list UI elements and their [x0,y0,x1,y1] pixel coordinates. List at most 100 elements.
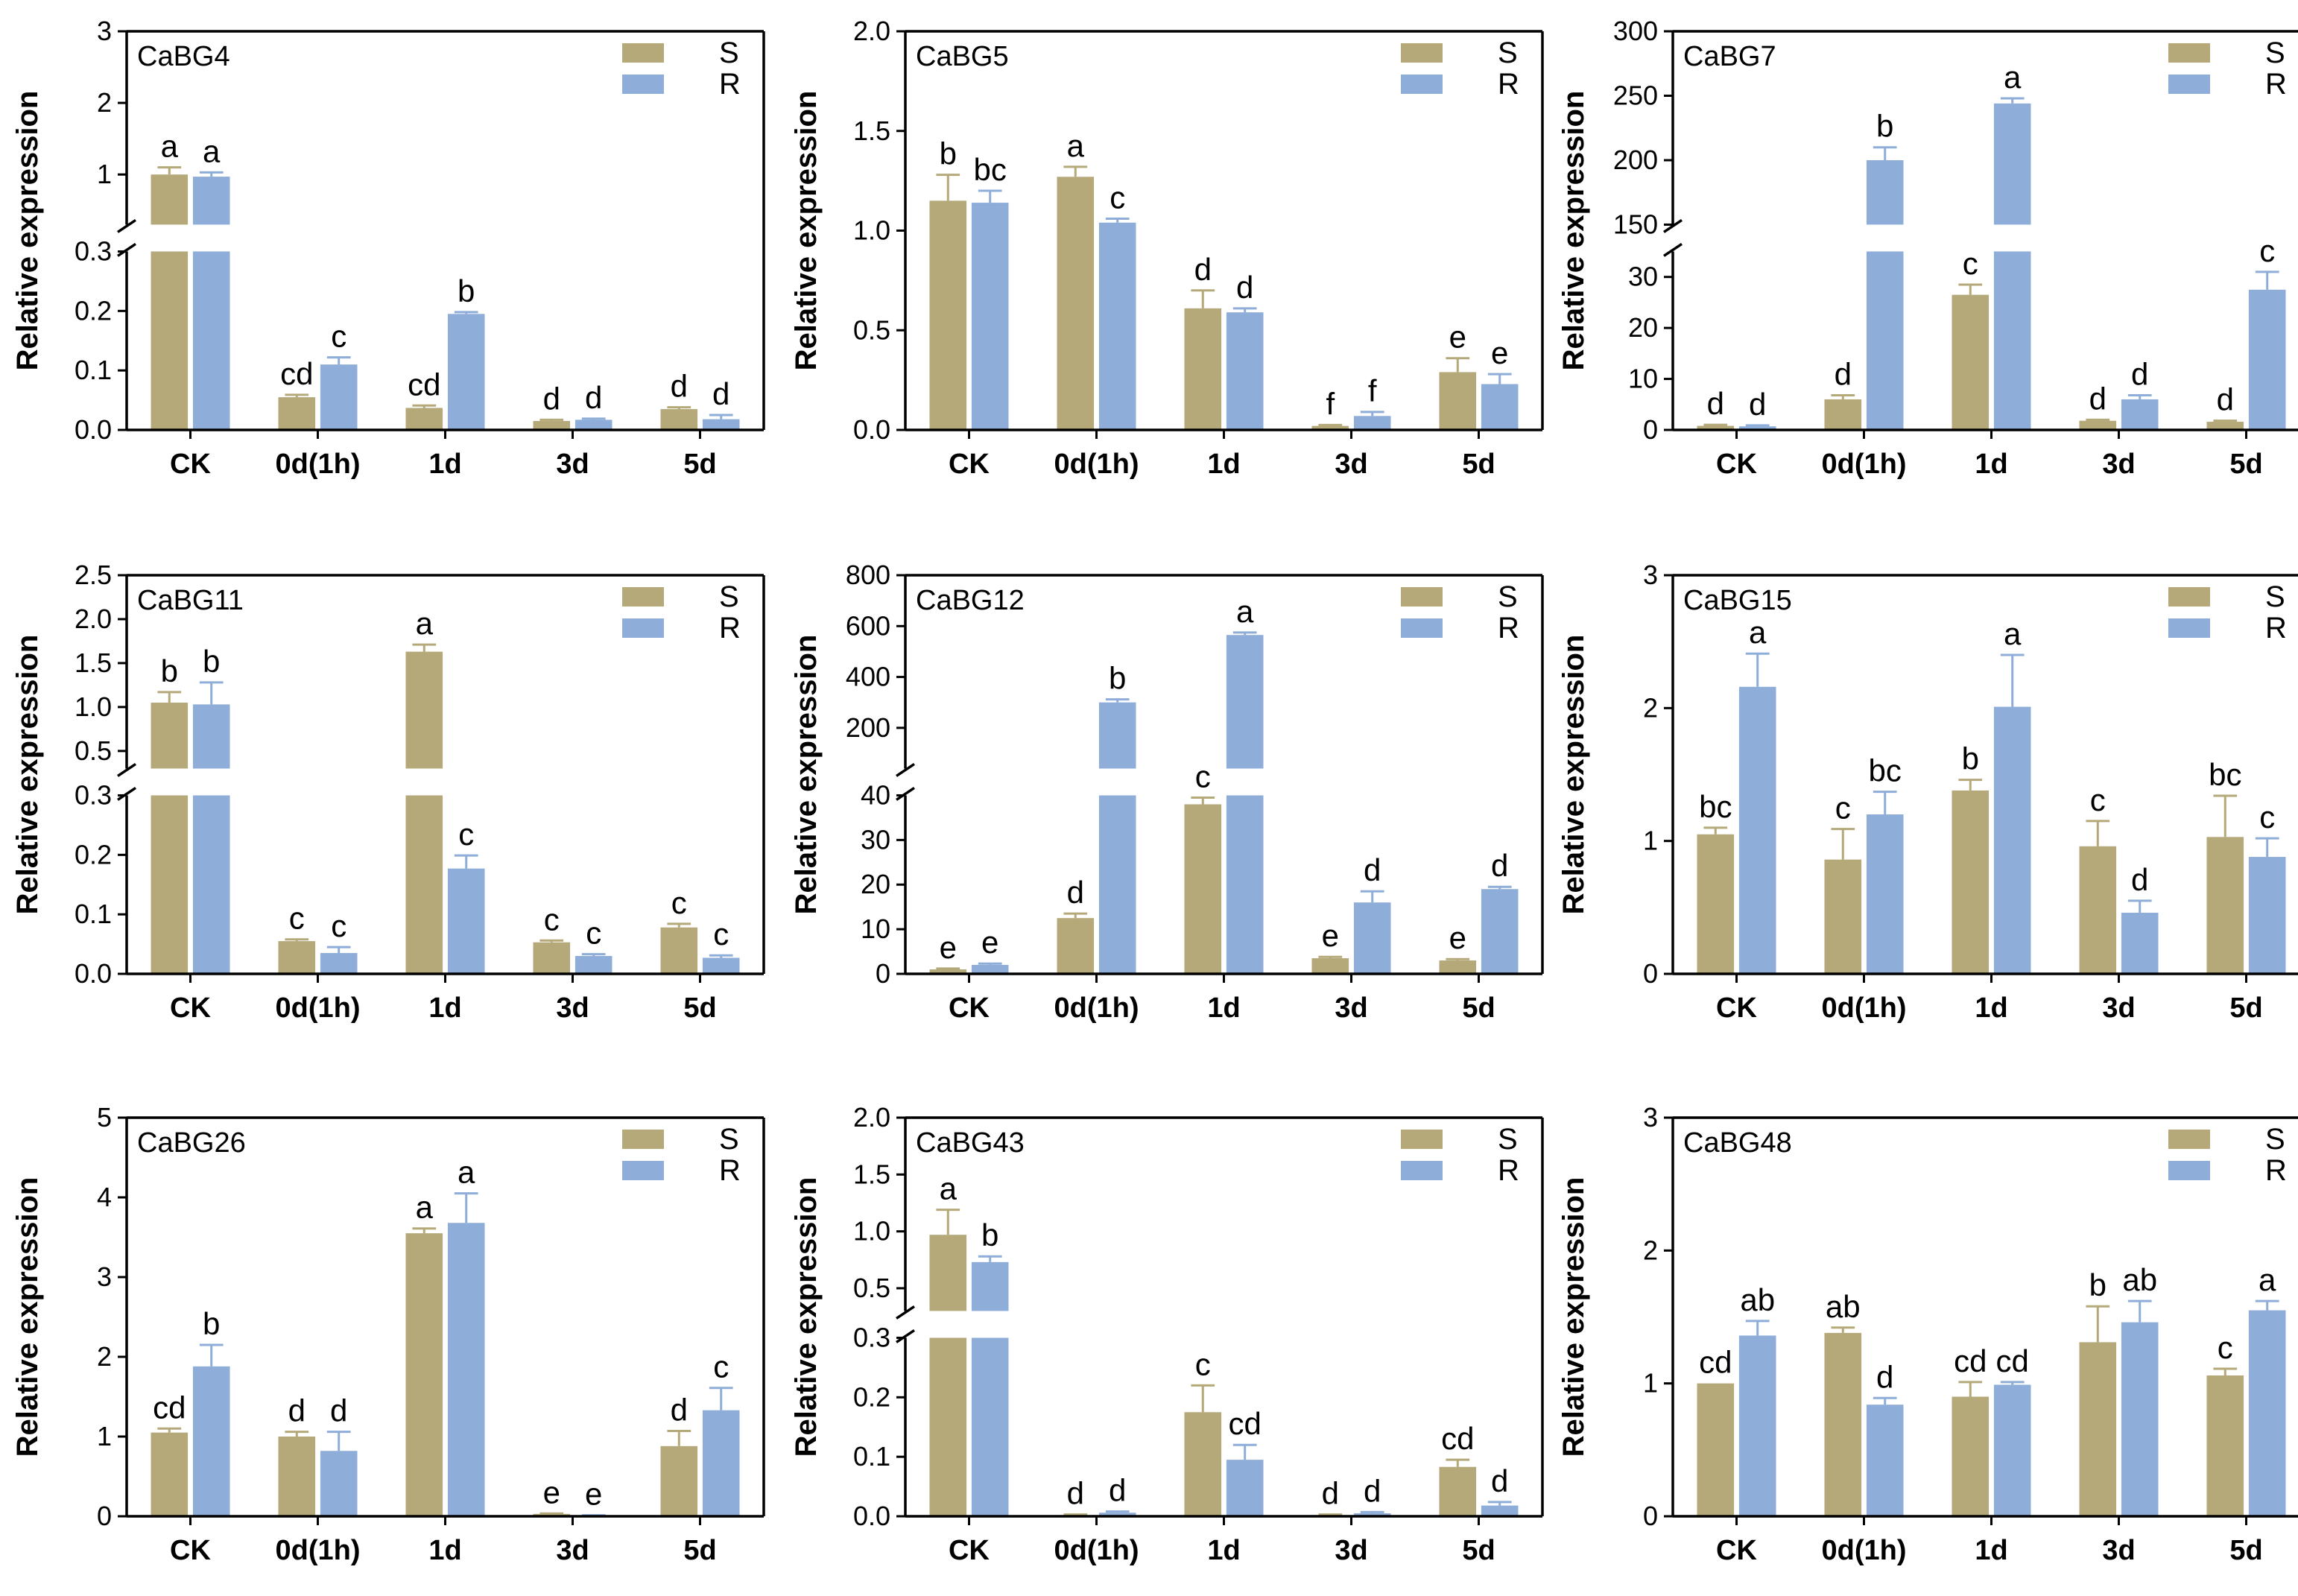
sig-label-s-1: a [1067,128,1085,163]
y-axis-label: Relative expression [790,1177,823,1457]
sig-label-r-4: c [2259,233,2275,268]
bar-r-3 [2121,912,2159,974]
sig-label-r-2: b [458,273,475,308]
bar-s-4 [1439,960,1477,974]
legend-label-r: R [2265,1154,2287,1187]
chart-title: CaBG12 [916,585,1025,616]
sig-label-s-3: c [544,902,560,937]
bar-s-2 [405,651,443,769]
sig-label-r-3: ab [2122,1262,2157,1297]
sig-label-r-2: a [458,1155,475,1190]
bar-r-4 [1481,384,1519,430]
y-tick-label: 0.3 [75,779,112,810]
sig-label-s-4: bc [2209,757,2241,792]
x-tick-label-0: CK [170,449,211,480]
chart-panel-cabg7: d dCKdb0d(1h)ca1ddd3ddc5d0102030150200250… [1557,16,2298,480]
x-tick-label-2: 1d [1207,1535,1240,1566]
sig-label-s-3: f [1326,386,1335,421]
x-tick-label-0: CK [170,992,211,1024]
sig-label-r-4: c [2259,799,2275,835]
x-tick-label-2: 1d [1975,1535,2007,1566]
legend-label-s: S [1498,580,1518,613]
y-tick-label: 250 [1613,80,1658,110]
bar-r-1-lower [1866,251,1904,430]
sig-label-s-1: d [1067,875,1084,910]
y-tick-label: 1 [97,1421,112,1451]
bar-s-0 [929,200,967,430]
x-tick-label-1: 0d(1h) [1054,992,1139,1024]
legend-label-r: R [1498,1154,1519,1187]
legend-label-r: R [2265,68,2287,101]
bar-r-0 [1738,686,1776,974]
bar-s-1 [1824,1332,1862,1516]
legend-label-s: S [719,1123,739,1156]
bar-s-3 [1311,425,1349,430]
y-tick-label: 200 [1613,145,1658,175]
bar-r-1 [1866,159,1904,225]
bar-r-3 [2121,399,2159,430]
axis-break-mark [896,787,915,801]
sig-label-s-2: c [1195,759,1211,794]
bar-r-0 [971,965,1009,974]
x-tick-label-3: 3d [556,1535,589,1566]
legend-label-s: S [2265,1123,2285,1156]
bar-s-2 [405,408,443,430]
bar-r-0 [971,1261,1009,1311]
x-tick-label-4: 5d [2229,992,2262,1024]
sig-label-s-3: e [1322,918,1339,953]
y-tick-label: 1.5 [75,647,112,678]
y-axis-label: Relative expression [11,635,44,915]
bar-r-3 [2121,1322,2159,1516]
x-tick-label-0: CK [1716,449,1757,480]
y-tick-label: 0.0 [75,414,112,445]
y-tick-label: 0.5 [75,735,112,766]
x-tick-label-4: 5d [1462,449,1495,480]
sig-label-r-3: d [2131,356,2148,391]
sig-label-s-2: a [416,606,434,641]
y-tick-label: 0.3 [75,235,112,266]
x-tick-label-1: 0d(1h) [1822,1535,1907,1566]
x-tick-label-2: 1d [428,1535,461,1566]
bar-s-3 [533,942,571,974]
bar-s-1 [1057,918,1095,974]
chart-title: CaBG7 [1683,41,1776,72]
bar-s-3 [533,421,571,430]
bar-r-1 [320,364,358,430]
sig-label-s-2: d [1194,252,1212,287]
bar-r-0 [971,203,1009,430]
y-tick-label: 0.5 [853,1273,890,1303]
sig-label-r-0: e [981,925,998,960]
sig-label-r-0: b [203,1306,220,1341]
y-tick-label: 40 [861,779,890,810]
bar-s-3 [2079,420,2117,430]
bar-s-0-lower [151,251,189,430]
y-tick-label: 2.5 [75,560,112,590]
axis-break-mark [1663,219,1683,233]
x-tick-label-0: CK [949,1535,990,1566]
sig-label-s-1: c [1835,791,1851,826]
y-tick-label: 0.2 [75,295,112,326]
bar-r-4 [702,957,740,974]
y-tick-label: 0.3 [853,1322,890,1352]
sig-label-r-1: b [1109,661,1126,696]
y-tick-label: 1 [1643,1368,1658,1399]
legend-swatch-s [622,587,664,607]
sig-label-s-0: d [1707,386,1724,421]
bar-r-0-lower [192,251,230,430]
axis-break-mark [117,787,136,801]
bar-s-2 [1952,294,1990,430]
bar-r-1 [1098,222,1136,430]
bar-r-2 [1226,1460,1264,1516]
sig-label-r-0: b [981,1217,998,1253]
sig-label-r-4: a [2259,1262,2276,1297]
legend-swatch-s [1401,587,1443,607]
sig-label-r-1: d [330,1393,347,1428]
x-tick-label-1: 0d(1h) [276,449,361,480]
sig-label-r-2: cd [1996,1343,2029,1378]
x-tick-label-2: 1d [1975,992,2007,1024]
bar-s-1 [1824,859,1862,974]
